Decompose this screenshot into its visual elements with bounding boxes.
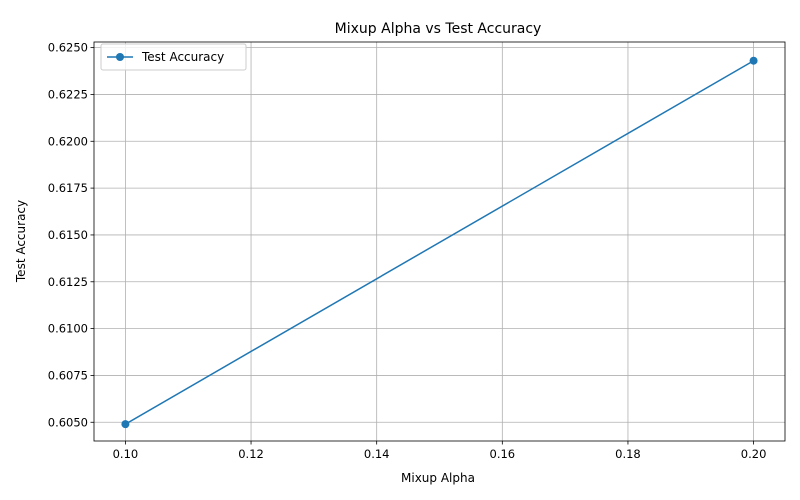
y-tick-label: 0.6075 bbox=[48, 368, 88, 382]
y-tick-label: 0.6150 bbox=[48, 228, 88, 242]
x-tick-label: 0.20 bbox=[741, 447, 767, 461]
y-axis-ticks: 0.6050 0.6075 0.6100 0.6125 0.6150 0.6175 0.62… bbox=[48, 41, 94, 429]
x-tick-label: 0.10 bbox=[113, 447, 139, 461]
series-line bbox=[125, 60, 754, 425]
x-axis-label: Mixup Alpha bbox=[401, 471, 475, 485]
y-tick-label: 0.6225 bbox=[48, 87, 88, 101]
data-point bbox=[121, 420, 130, 429]
x-tick-label: 0.14 bbox=[364, 447, 390, 461]
y-tick-label: 0.6200 bbox=[48, 134, 88, 148]
y-tick-label: 0.6125 bbox=[48, 275, 88, 289]
plot-area-frame bbox=[93, 41, 786, 442]
series-layer bbox=[121, 56, 758, 429]
y-tick-label: 0.6100 bbox=[48, 322, 88, 336]
y-tick-label: 0.6175 bbox=[48, 181, 88, 195]
legend-box bbox=[100, 43, 247, 71]
chart-title: Mixup Alpha vs Test Accuracy bbox=[335, 21, 542, 37]
x-tick-label: 0.12 bbox=[238, 447, 264, 461]
legend: Test Accuracy bbox=[100, 43, 247, 71]
x-tick-label: 0.18 bbox=[615, 447, 641, 461]
grid-lines bbox=[94, 42, 785, 441]
x-axis-ticks: 0.10 0.12 0.14 0.16 0.18 0.20 bbox=[113, 441, 767, 461]
x-tick-label: 0.16 bbox=[490, 447, 516, 461]
y-axis-label: Test Accuracy bbox=[14, 200, 28, 283]
legend-marker-circle bbox=[116, 53, 124, 61]
y-tick-label: 0.6250 bbox=[48, 41, 88, 55]
y-tick-label: 0.6050 bbox=[48, 415, 88, 429]
legend-label: Test Accuracy bbox=[141, 50, 224, 64]
data-point bbox=[749, 56, 758, 65]
